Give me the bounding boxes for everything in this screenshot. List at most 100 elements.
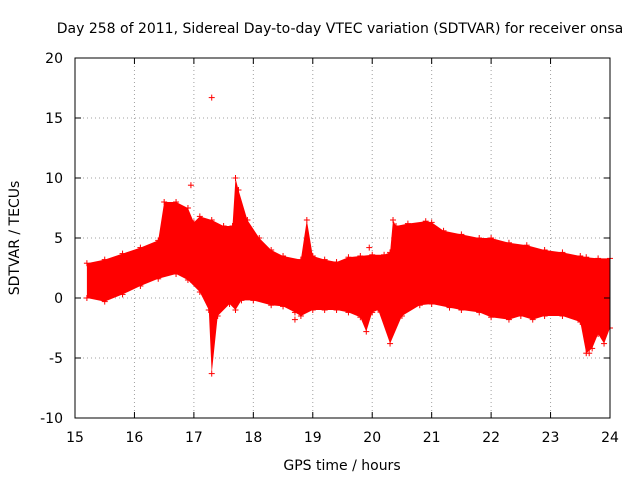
data-point — [505, 239, 512, 246]
x-tick-label: 17 — [185, 430, 203, 446]
data-point — [345, 254, 352, 261]
y-tick-label: 20 — [45, 51, 63, 67]
data-point — [559, 249, 566, 256]
data-point — [250, 297, 257, 304]
x-tick-label: 20 — [363, 430, 381, 446]
data-point — [83, 260, 90, 267]
data-point — [363, 328, 370, 335]
data-point — [161, 199, 168, 205]
data-point — [303, 217, 310, 223]
y-tick-label: -5 — [49, 351, 63, 367]
data-point — [256, 235, 263, 241]
data-point — [488, 314, 495, 321]
data-point — [458, 231, 465, 238]
x-tick-label: 22 — [482, 430, 500, 446]
data-point — [476, 309, 483, 316]
x-tick-label: 15 — [66, 430, 84, 446]
x-tick-label: 18 — [244, 430, 262, 446]
chart-title: Day 258 of 2011, Sidereal Day-to-day VTE… — [57, 21, 624, 37]
data-point — [220, 223, 227, 229]
data-point — [173, 271, 180, 277]
data-point — [291, 309, 298, 316]
data-point — [297, 313, 304, 319]
data-point — [428, 219, 435, 226]
data-point — [595, 331, 602, 337]
outlier-point — [187, 182, 194, 189]
data-point — [208, 217, 215, 223]
data-point — [297, 256, 304, 263]
data-point — [119, 291, 126, 298]
data-point — [476, 235, 483, 241]
data-point — [268, 247, 275, 253]
data-point — [235, 187, 242, 193]
data-point — [83, 295, 90, 301]
data-point — [428, 301, 435, 307]
data-point — [232, 307, 239, 313]
outlier-point — [300, 304, 307, 311]
data-point — [488, 235, 495, 241]
data-point — [416, 302, 423, 309]
data-point — [559, 313, 566, 319]
data-point — [505, 316, 512, 323]
data-point — [101, 256, 108, 263]
outlier-point — [193, 253, 200, 259]
grid-lines — [75, 58, 610, 418]
data-point — [398, 313, 405, 319]
data-point — [101, 298, 108, 305]
data-point — [280, 303, 287, 310]
data-point — [229, 223, 236, 229]
y-tick-label: 5 — [54, 231, 63, 247]
data-point — [137, 283, 144, 289]
data-point — [369, 251, 376, 258]
y-axis-label: SDTVAR / TECUs — [7, 181, 23, 296]
data-point — [404, 220, 411, 227]
x-tick-label: 16 — [126, 430, 144, 446]
data-point — [309, 253, 316, 259]
y-tick-label: 10 — [45, 171, 63, 187]
data-point — [244, 217, 251, 223]
outlier-point — [372, 259, 379, 265]
data-point — [184, 205, 191, 211]
data-points — [83, 94, 613, 377]
outlier-point — [187, 277, 194, 283]
data-point — [381, 251, 388, 258]
data-point — [577, 253, 584, 259]
data-point — [268, 302, 275, 309]
data-point — [390, 217, 397, 223]
data-point — [333, 307, 340, 313]
outlier-point — [208, 94, 215, 101]
data-point — [369, 309, 376, 316]
data-point — [238, 297, 245, 304]
y-tick-label: 0 — [54, 291, 63, 307]
data-point — [601, 340, 608, 347]
y-tick-label: -10 — [40, 411, 63, 427]
x-axis-label: GPS time / hours — [283, 458, 400, 474]
data-point — [333, 259, 340, 265]
data-point — [155, 237, 162, 244]
outlier-point — [586, 350, 593, 357]
data-point — [387, 249, 394, 256]
data-point — [357, 314, 364, 321]
x-tick-label: 19 — [304, 430, 322, 446]
data-point — [280, 253, 287, 259]
data-point — [375, 307, 382, 313]
data-point — [232, 175, 239, 181]
outlier-point — [291, 316, 298, 323]
data-point — [208, 370, 215, 377]
data-point — [529, 316, 536, 323]
data-point — [196, 289, 203, 295]
data-point — [321, 256, 328, 263]
data-point — [205, 307, 212, 313]
data-point — [422, 218, 429, 225]
data-point — [595, 255, 602, 262]
data-point — [173, 199, 180, 205]
data-point — [440, 227, 447, 234]
data-point — [119, 250, 126, 257]
data-point — [321, 307, 328, 313]
data-point — [589, 345, 596, 352]
data-point — [523, 242, 530, 249]
data-point — [541, 247, 548, 253]
data-band — [86, 178, 610, 374]
data-point — [446, 304, 453, 311]
